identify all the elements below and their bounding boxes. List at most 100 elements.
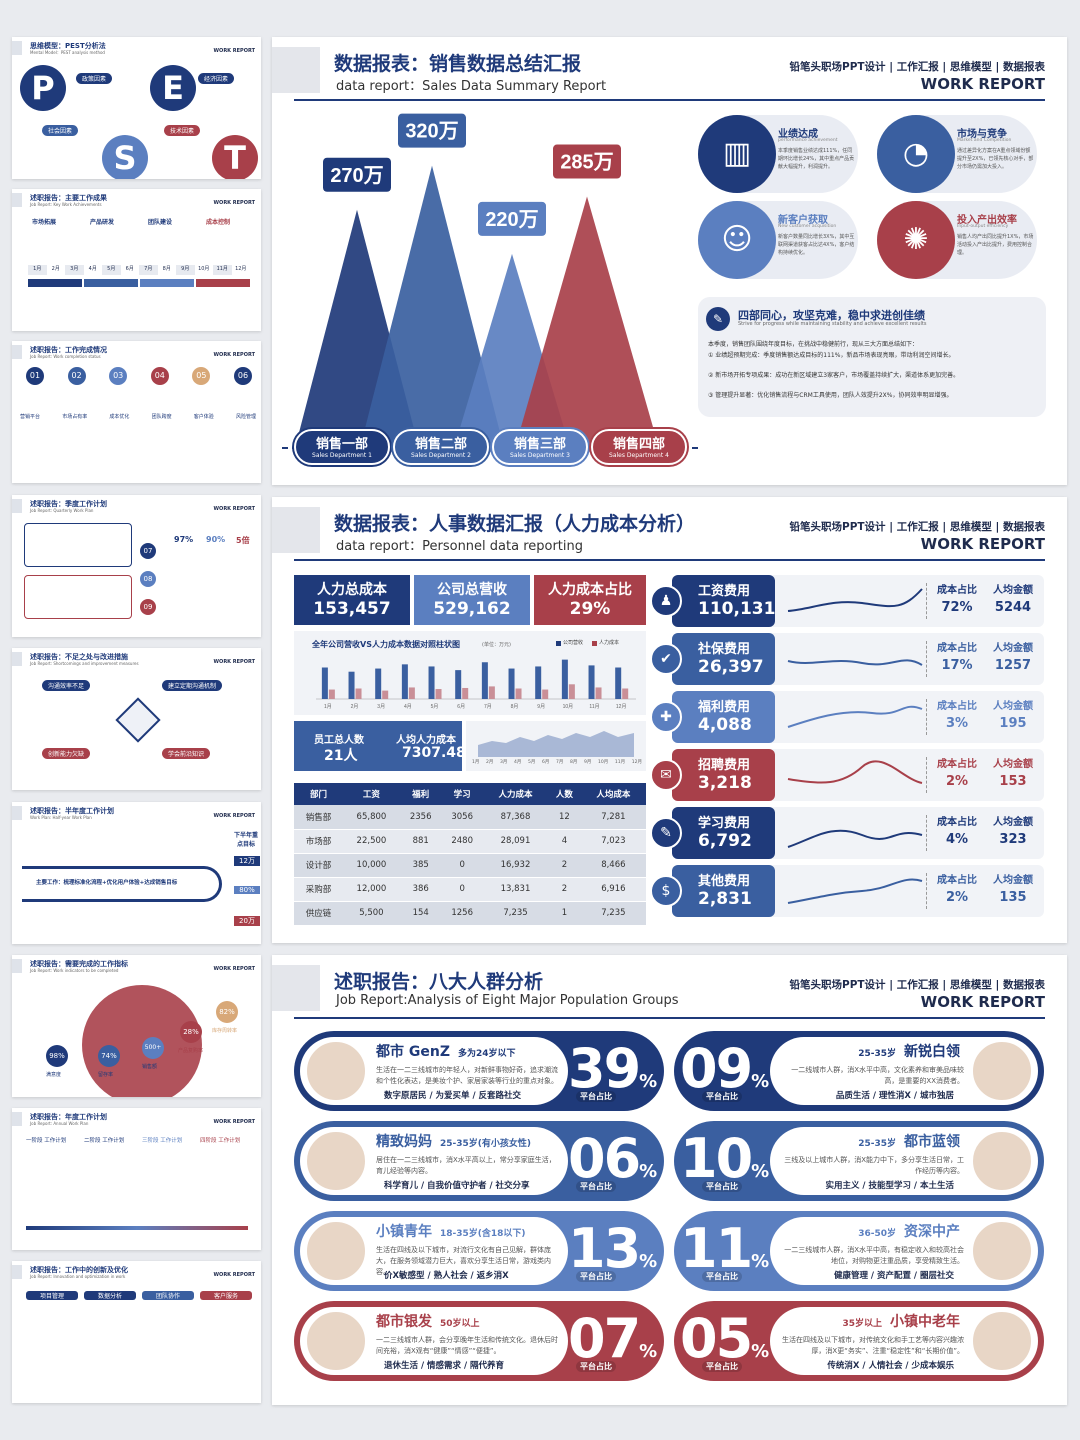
- table-cell: 4: [548, 829, 581, 854]
- table-cell: 设计部: [294, 853, 343, 878]
- phase-label: 三阶段 工作计划: [142, 1138, 183, 1144]
- group-card[interactable]: 35岁以上 小镇中老年 生活在四线及以下城市，对传统文化和手工艺等内容兴趣浓厚，消…: [674, 1301, 1044, 1381]
- x-tick-label: 2月: [351, 704, 359, 710]
- avatar: [970, 1309, 1034, 1373]
- bar-revenue: [535, 666, 542, 699]
- step-number: 05: [192, 367, 211, 385]
- staff-label: 员工总人数: [314, 735, 364, 746]
- issue-label: 沟通效率不足: [42, 680, 91, 691]
- kpi-total-hr-cost: 人力总成本 153,457: [294, 575, 410, 625]
- per-label: 人均金额: [993, 585, 1033, 596]
- dept-pill[interactable]: 销售四部 Sales Department 4: [591, 429, 687, 465]
- feature-card: ◔ 市场与竞争 Market and Competition 通过差异化方案在A…: [877, 115, 1037, 193]
- title-bar: [12, 193, 22, 207]
- dept-pill[interactable]: 销售二部 Sales Department 2: [393, 429, 489, 465]
- kpi-label: 人力总成本: [317, 582, 387, 598]
- bar-revenue: [481, 662, 488, 699]
- divider: [926, 815, 927, 851]
- legend-swatch: [556, 641, 561, 646]
- group-name: 36-50岁 资深中产: [858, 1221, 960, 1241]
- thumb-achievements[interactable]: 述职报告：主要工作成果 Job Report: Key Work Achieve…: [12, 189, 261, 331]
- x-tick-label: 12月: [616, 704, 627, 710]
- ratio-label: 成本占比: [937, 701, 977, 712]
- group-age: 25-35岁(有小孩女性): [440, 1139, 532, 1149]
- cost-value: 26,397: [698, 657, 764, 677]
- card-label: 产品研发: [90, 219, 115, 226]
- bar-cost: [568, 684, 575, 699]
- avg-label: 人均人力成本: [396, 735, 456, 746]
- pest-label: 技术因素: [164, 125, 201, 136]
- value-label-bg: [323, 157, 391, 192]
- thumb-annual[interactable]: 述职报告：年度工作计划 Job Report: Annual Work Plan…: [12, 1108, 261, 1250]
- work-report-label: WORK REPORT: [213, 200, 255, 206]
- bar-cost: [622, 688, 629, 699]
- group-name: 25-35岁 新锐白领: [858, 1041, 960, 1061]
- title-bar: [12, 959, 22, 973]
- cost-label: 社保费用: [698, 642, 751, 657]
- dept-pill[interactable]: 销售一部 Sales Department 1: [294, 429, 390, 465]
- pest-label: 社会因素: [42, 125, 79, 136]
- group-card[interactable]: 精致妈妈 25-35岁(有小孩女性) 居住在一二三线城市，消X水平高以上，常分享家…: [294, 1121, 664, 1201]
- fix-label: 建立定期沟通机制: [162, 680, 223, 691]
- thumb-completion[interactable]: 述职报告：工作完成情况 Job Report: Work completion …: [12, 341, 261, 483]
- group-card[interactable]: 36-50岁 资深中产 一二三线城市人群，消X水平中高，有稳定收入和较高社会地位，…: [674, 1211, 1044, 1291]
- divider: [926, 873, 927, 909]
- feature-en: Market and Competition: [957, 138, 1012, 143]
- cost-label-box: 其他费用 2,831: [672, 865, 775, 917]
- title-bar: [12, 1112, 22, 1126]
- ratio-label: 成本占比: [937, 643, 977, 654]
- group-card[interactable]: 都市银发 50岁以上 一二三线城市人群，会分享晚年生活和传统文化。退休后时间充裕，…: [294, 1301, 664, 1381]
- avatar: [304, 1309, 368, 1373]
- slide-population-groups[interactable]: 述职报告：八大人群分析 Job Report:Analysis of Eight…: [272, 955, 1067, 1405]
- thumb-indicators[interactable]: 述职报告：需要完成的工作指标 Job Report: Work indicato…: [12, 955, 261, 1097]
- thumb-subtitle: Job Report: Quarterly Work Plan: [30, 508, 94, 513]
- group-percent: 39%: [568, 1037, 657, 1100]
- thumb-title: 述职报告：年度工作计划: [30, 1113, 107, 1121]
- phase-label: 二阶段 工作计划: [84, 1138, 125, 1144]
- thumb-halfyear[interactable]: 述职报告：半年度工作计划 Work Plan: Half-year Work P…: [12, 802, 261, 944]
- thumb-improvement[interactable]: 述职报告：不足之处与改进措施 Job Report: Shortcomings …: [12, 648, 261, 790]
- thumb-quarterly[interactable]: 述职报告：季度工作计划 Job Report: Quarterly Work P…: [12, 495, 261, 637]
- percent-value: 05: [680, 1307, 753, 1370]
- slide-hr-report[interactable]: 数据报表：人事数据汇报（人力成本分析） data report：Personne…: [272, 497, 1067, 943]
- group-card[interactable]: 25-35岁 新锐白领 一二线城市人群，消X水平中高，文化素养和审美品味较高，是重…: [674, 1031, 1044, 1111]
- table-cell: 采购部: [294, 877, 343, 902]
- group-percent: 07%: [568, 1307, 657, 1370]
- group-card[interactable]: 25-35岁 都市蓝领 三线及以上城市人群，消X能力中下，多分享生活日常，工作经历…: [674, 1121, 1044, 1201]
- card-label: 成本控制: [206, 219, 231, 226]
- table-cell: 市场部: [294, 829, 343, 854]
- slide-subtitle: Job Report:Analysis of Eight Major Popul…: [336, 993, 679, 1008]
- per-value: 1257: [994, 658, 1032, 673]
- table-cell: 881: [399, 829, 442, 854]
- group-name: 精致妈妈 25-35岁(有小孩女性): [376, 1131, 531, 1151]
- stat-value: 97%: [174, 535, 194, 544]
- area-month: 10月: [598, 760, 609, 765]
- cost-per-capita: 人均金额 153: [986, 755, 1040, 789]
- cost-label-box: 社保费用 26,397: [672, 633, 775, 685]
- step-number: 07: [140, 543, 156, 559]
- title-accent: [272, 47, 320, 93]
- group-desc: 生活在四线及以下城市，对流行文化有自己见解，群体庞大，在服务领域潜力巨大，喜欢分…: [376, 1246, 551, 1276]
- thumb-pest[interactable]: 思维模型：PEST分析法 Mental Model：PEST analysis …: [12, 37, 261, 179]
- group-title: 小镇中老年: [890, 1314, 960, 1330]
- group-tags: 品质生活 / 理性消X / 城市独居: [835, 1091, 954, 1101]
- table-cell: 0: [441, 853, 483, 878]
- x-tick-label: 7月: [484, 704, 492, 710]
- avatar: [970, 1219, 1034, 1283]
- title-bar: [12, 806, 22, 820]
- work-report-label: WORK REPORT: [213, 352, 255, 358]
- revenue-bar-chart: 1月 2月 3月 4月 5月 6月 7月 8月 9月 10月 11月 12月: [316, 659, 636, 710]
- slide-sales-report[interactable]: 数据报表：销售数据总结汇报 data report：Sales Data Sum…: [272, 37, 1067, 485]
- group-card[interactable]: 都市 GenZ 多为24岁以下 生活在一二三线城市的年轻人，对新鲜事物好奇，追求潮…: [294, 1031, 664, 1111]
- summary-item: ① 业绩超预期完成：季度销售额达成目标的111%，新品市场表现亮眼，带动利润空间…: [708, 352, 955, 359]
- x-tick-label: 11月: [589, 704, 599, 710]
- month-label: 2月: [51, 266, 60, 272]
- work-report-label: WORK REPORT: [920, 75, 1045, 93]
- center-diamond: [115, 697, 161, 743]
- work-report-label: WORK REPORT: [213, 966, 255, 972]
- percent-value: 09: [680, 1037, 753, 1100]
- group-card[interactable]: 小镇青年 18-35岁(含18以下) 生活在四线及以下城市，对流行文化有自己见解，…: [294, 1211, 664, 1291]
- plan-box: [24, 523, 132, 567]
- thumb-innovation[interactable]: 述职报告：工作中的创新及优化 Job Report: Innovation an…: [12, 1261, 261, 1403]
- dept-pill[interactable]: 销售三部 Sales Department 3: [492, 429, 588, 465]
